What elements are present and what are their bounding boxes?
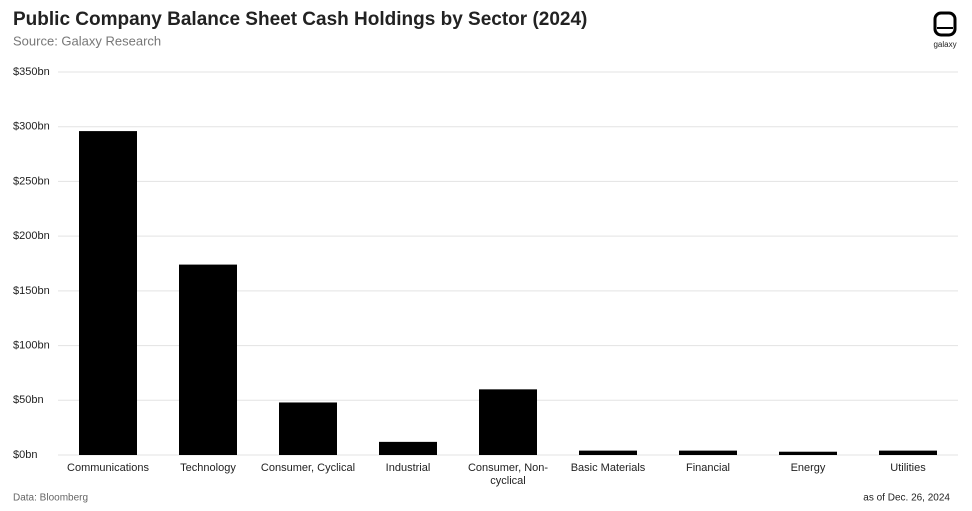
bar <box>879 450 937 455</box>
x-tick-label: Utilities <box>890 462 926 474</box>
y-tick-label: $100bn <box>13 339 50 351</box>
logo-text: galaxy <box>933 40 956 49</box>
bar <box>679 450 737 455</box>
y-tick-label: $0bn <box>13 449 37 461</box>
y-tick-label: $150bn <box>13 285 50 297</box>
y-tick-label: $200bn <box>13 230 50 242</box>
x-tick-label: Energy <box>790 462 826 474</box>
x-tick-label: Industrial <box>385 462 431 474</box>
y-tick-label: $300bn <box>13 121 50 133</box>
y-tick-label: $350bn <box>13 66 50 78</box>
bar <box>579 450 637 455</box>
logo-icon <box>933 11 957 37</box>
x-tick-label: Consumer, Non-cyclical <box>467 462 549 487</box>
x-tick-label: Consumer, Cyclical <box>260 462 356 474</box>
y-tick-label: $50bn <box>13 394 44 406</box>
bar <box>279 402 337 455</box>
chart-title: Public Company Balance Sheet Cash Holdin… <box>13 9 587 30</box>
source-note: Data: Bloomberg <box>13 493 88 504</box>
y-tick-label: $250bn <box>13 175 50 187</box>
bar <box>479 389 537 455</box>
bar <box>379 441 437 455</box>
date-note: as of Dec. 26, 2024 <box>863 493 950 504</box>
bar <box>79 131 137 455</box>
x-tick-label: Financial <box>685 462 731 474</box>
chart-subtitle: Source: Galaxy Research <box>13 33 161 48</box>
x-tick-label: Communications <box>67 462 149 474</box>
x-tick-label: Basic Materials <box>570 462 646 474</box>
bar <box>179 264 237 455</box>
bar <box>779 451 837 455</box>
x-tick-label: Technology <box>180 462 236 474</box>
